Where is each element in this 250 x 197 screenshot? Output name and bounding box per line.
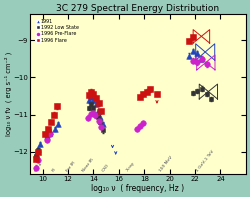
Point [200,57,204,60]
Point [48,121,52,124]
Text: radio: radio [34,161,43,173]
Text: 100 MeV: 100 MeV [158,155,173,173]
Point [89,90,93,93]
Point [155,93,159,96]
Point [94,103,98,106]
Point [94,114,98,117]
Point [99,109,103,112]
Point [101,129,105,132]
Text: X-ray: X-ray [126,161,136,173]
Y-axis label: log₁₀ ν fν  ( erg s⁻¹ cm⁻² ): log₁₀ ν fν ( erg s⁻¹ cm⁻² ) [4,52,12,136]
Point [87,106,91,110]
Point [187,54,191,57]
Point [92,99,96,102]
Point [87,99,91,102]
Point [99,125,103,128]
Point [191,59,195,62]
Point [87,94,91,97]
Text: 1 GeV-1 TeV: 1 GeV-1 TeV [196,149,215,173]
Point [205,93,209,96]
Point [96,115,100,118]
Point [34,154,38,157]
Point [86,116,90,119]
Point [34,152,38,155]
Point [48,133,52,136]
Point [48,133,52,136]
Point [98,115,102,118]
Point [141,121,145,125]
Point [144,90,148,93]
Point [91,111,95,114]
Text: CXO: CXO [101,163,110,173]
Point [46,127,50,130]
Point [89,103,93,106]
Point [34,157,38,160]
Point [89,112,93,115]
Point [191,35,195,39]
Point [97,102,101,105]
Point [34,166,38,169]
Point [94,96,98,99]
Point [135,127,139,130]
Point [97,120,101,123]
Point [205,63,209,66]
Point [54,127,58,130]
Point [209,98,213,101]
Point [36,150,40,153]
Point [45,138,49,142]
Text: Near IR: Near IR [82,157,95,173]
Point [148,88,152,91]
Title: 3C 279 Spectral Energy Distribution: 3C 279 Spectral Energy Distribution [56,4,220,13]
Text: IR: IR [51,167,57,173]
Point [138,95,142,98]
Point [48,130,52,133]
Point [101,122,105,125]
Point [195,90,199,93]
Legend: 1991, 1992 Low State, 1996 Pre-Flare, 1996 Flare: 1991, 1992 Low State, 1996 Pre-Flare, 19… [34,18,80,44]
Point [36,159,40,162]
Point [200,87,204,90]
Point [89,96,93,99]
Point [92,106,96,110]
Point [199,57,203,60]
Point [191,50,195,53]
Text: Far IR: Far IR [66,161,76,173]
Point [195,52,199,55]
Point [98,121,102,124]
Point [138,124,142,127]
X-axis label: log₁₀ ν  ( frequency, Hz ): log₁₀ ν ( frequency, Hz ) [91,184,184,193]
Point [52,113,56,116]
Point [45,135,49,138]
Point [38,142,42,145]
Point [36,149,40,152]
Point [187,39,191,42]
Point [195,61,199,64]
Point [141,92,145,95]
Point [56,122,60,125]
Point [191,91,195,95]
Point [96,109,100,112]
Point [55,105,59,108]
Point [36,147,40,151]
Point [45,137,49,140]
Point [92,92,96,95]
Point [42,133,46,136]
